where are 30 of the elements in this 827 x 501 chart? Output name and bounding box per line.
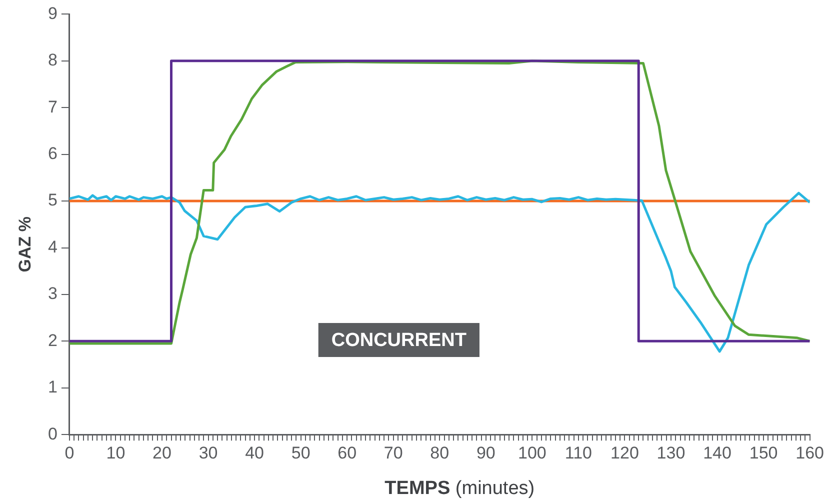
annotation: CONCURRENT — [331, 330, 467, 352]
x-tick-label: 140 — [703, 443, 732, 462]
x-tick-label: 0 — [64, 443, 74, 462]
y-tick-label: 7 — [48, 97, 58, 116]
y-tick-label: 8 — [48, 50, 58, 70]
x-tick-label: 130 — [656, 443, 686, 462]
x-tick-label: 160 — [796, 443, 824, 462]
x-tick-label: 30 — [198, 443, 218, 462]
x-tick-label: 110 — [564, 443, 592, 462]
x-tick-label: 120 — [610, 443, 639, 462]
x-tick-label: 150 — [749, 443, 778, 462]
x-tick-label: 70 — [384, 443, 403, 462]
y-tick-label: 9 — [48, 4, 58, 23]
y-tick-label: 6 — [48, 144, 58, 164]
x-tick-label: 10 — [106, 443, 126, 462]
y-tick-label: 3 — [48, 284, 58, 304]
x-axis-title: TEMPS (minutes) — [384, 478, 535, 500]
x-tick-label: 40 — [245, 443, 264, 462]
y-tick-label: 1 — [48, 378, 58, 397]
x-tick-label: 60 — [338, 443, 357, 462]
x-tick-label: 100 — [518, 443, 546, 462]
y-tick-label: 5 — [48, 190, 58, 210]
y-tick-label: 0 — [48, 424, 58, 444]
x-tick-label: 90 — [476, 443, 496, 462]
x-tick-label: 20 — [152, 443, 172, 462]
y-tick-label: 4 — [48, 237, 58, 256]
y-axis-title: GAZ % — [16, 216, 35, 272]
y-tick-label: 2 — [48, 330, 58, 350]
x-tick-label: 80 — [430, 443, 450, 462]
x-tick-label: 50 — [291, 443, 310, 462]
